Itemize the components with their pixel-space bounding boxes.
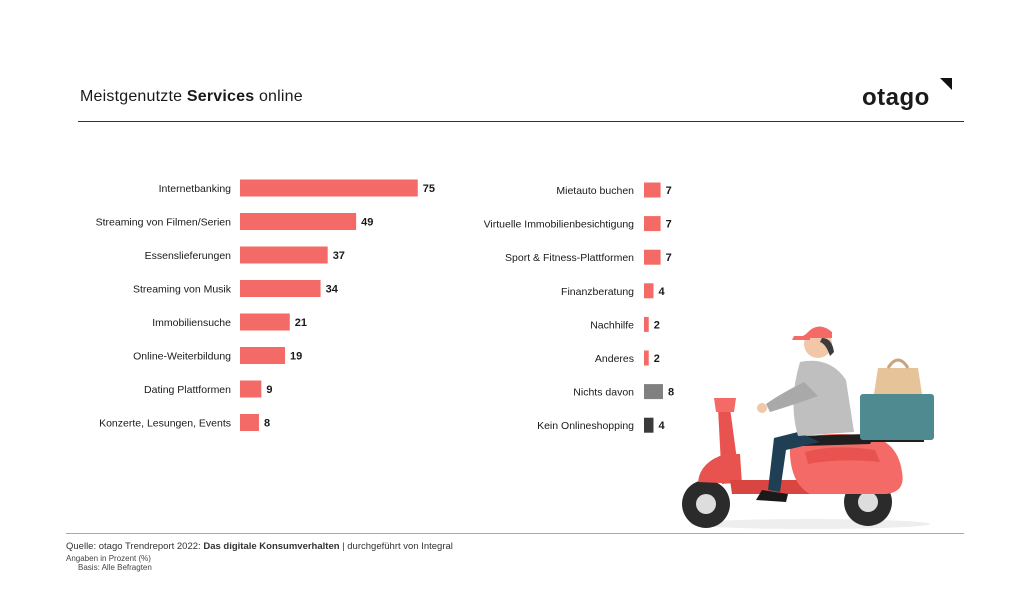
source-bold: Das digitale Konsumverhalten bbox=[203, 541, 340, 552]
bar-finanzberatung bbox=[644, 283, 654, 299]
bar-immobiliensuche bbox=[240, 313, 290, 331]
value-label-essenslieferungen: 37 bbox=[333, 250, 345, 262]
bar-anderes bbox=[644, 350, 649, 366]
value-label-anderes: 2 bbox=[654, 353, 660, 365]
category-label-nachhilfe: Nachhilfe bbox=[590, 319, 634, 331]
bar-nichts-davon bbox=[644, 384, 663, 400]
source-suffix: | durchgeführt von Integral bbox=[339, 541, 453, 552]
value-label-mietauto-buchen: 7 bbox=[666, 185, 672, 197]
value-label-kein-onlineshopping: 4 bbox=[658, 420, 665, 432]
value-label-streaming-von-filmen-serien: 49 bbox=[361, 217, 373, 229]
category-label-immobiliensuche: Immobiliensuche bbox=[152, 317, 231, 329]
otago-logo: otago bbox=[862, 78, 952, 112]
title-prefix: Meistgenutzte bbox=[80, 88, 187, 105]
category-label-anderes: Anderes bbox=[595, 353, 634, 365]
category-label-streaming-von-musik: Streaming von Musik bbox=[133, 284, 232, 296]
scooter-delivery-illustration bbox=[682, 326, 934, 529]
value-label-nachhilfe: 2 bbox=[654, 319, 660, 331]
bar-streaming-von-musik bbox=[240, 280, 321, 297]
category-label-dating-plattformen: Dating Plattformen bbox=[144, 384, 231, 396]
category-label-streaming-von-filmen-serien: Streaming von Filmen/Serien bbox=[96, 217, 232, 229]
logo-text: otago bbox=[862, 84, 930, 111]
category-label-virtuelle-immobilienbesichtigung: Virtuelle Immobilienbesichtigung bbox=[484, 219, 635, 231]
source-line: Quelle: otago Trendreport 2022: Das digi… bbox=[66, 541, 453, 552]
bar-streaming-von-filmen-serien bbox=[240, 213, 357, 230]
logo-corner-mark bbox=[940, 78, 952, 90]
value-label-immobiliensuche: 21 bbox=[295, 317, 307, 329]
bar-essenslieferungen bbox=[240, 246, 328, 264]
bar-konzerte-lesungen-events bbox=[240, 414, 259, 431]
footer-divider bbox=[66, 533, 964, 534]
value-label-nichts-davon: 8 bbox=[668, 387, 674, 399]
value-label-internetbanking: 75 bbox=[423, 183, 435, 195]
bar-sport-fitness-plattformen bbox=[644, 249, 661, 265]
category-label-internetbanking: Internetbanking bbox=[159, 183, 232, 195]
category-label-konzerte-lesungen-events: Konzerte, Lesungen, Events bbox=[99, 418, 231, 430]
bar-internetbanking bbox=[240, 179, 418, 197]
source-prefix: Quelle: otago Trendreport 2022: bbox=[66, 541, 204, 552]
category-label-online-weiterbildung: Online-Weiterbildung bbox=[133, 351, 231, 363]
title-bold: Services bbox=[186, 88, 255, 105]
category-label-kein-onlineshopping: Kein Onlineshopping bbox=[537, 420, 634, 432]
bar-kein-onlineshopping bbox=[644, 417, 654, 433]
title-suffix: online bbox=[254, 88, 303, 105]
value-label-virtuelle-immobilienbesichtigung: 7 bbox=[666, 219, 672, 231]
category-label-mietauto-buchen: Mietauto buchen bbox=[556, 185, 634, 197]
category-label-finanzberatung: Finanzberatung bbox=[561, 286, 634, 298]
chart-title: Meistgenutzte Services online bbox=[80, 88, 303, 106]
category-label-nichts-davon: Nichts davon bbox=[573, 387, 634, 399]
value-label-online-weiterbildung: 19 bbox=[290, 351, 302, 363]
bar-online-weiterbildung bbox=[240, 347, 286, 364]
value-label-sport-fitness-plattformen: 7 bbox=[666, 252, 672, 264]
category-label-sport-fitness-plattformen: Sport & Fitness-Plattformen bbox=[505, 252, 634, 264]
bar-virtuelle-immobilienbesichtigung bbox=[644, 216, 661, 232]
bar-dating-plattformen bbox=[240, 380, 262, 398]
base-note: Basis: Alle Befragten bbox=[78, 563, 152, 572]
bar-nachhilfe bbox=[644, 316, 649, 332]
footer: Quelle: otago Trendreport 2022: Das digi… bbox=[66, 541, 453, 572]
unit-note: Angaben in Prozent (%) bbox=[66, 554, 151, 563]
value-label-konzerte-lesungen-events: 8 bbox=[264, 418, 270, 430]
value-label-dating-plattformen: 9 bbox=[266, 384, 272, 396]
header-divider bbox=[78, 121, 964, 122]
category-label-essenslieferungen: Essenslieferungen bbox=[145, 250, 232, 262]
value-label-streaming-von-musik: 34 bbox=[326, 284, 339, 296]
value-label-finanzberatung: 4 bbox=[658, 286, 665, 298]
bar-mietauto-buchen bbox=[644, 182, 661, 198]
